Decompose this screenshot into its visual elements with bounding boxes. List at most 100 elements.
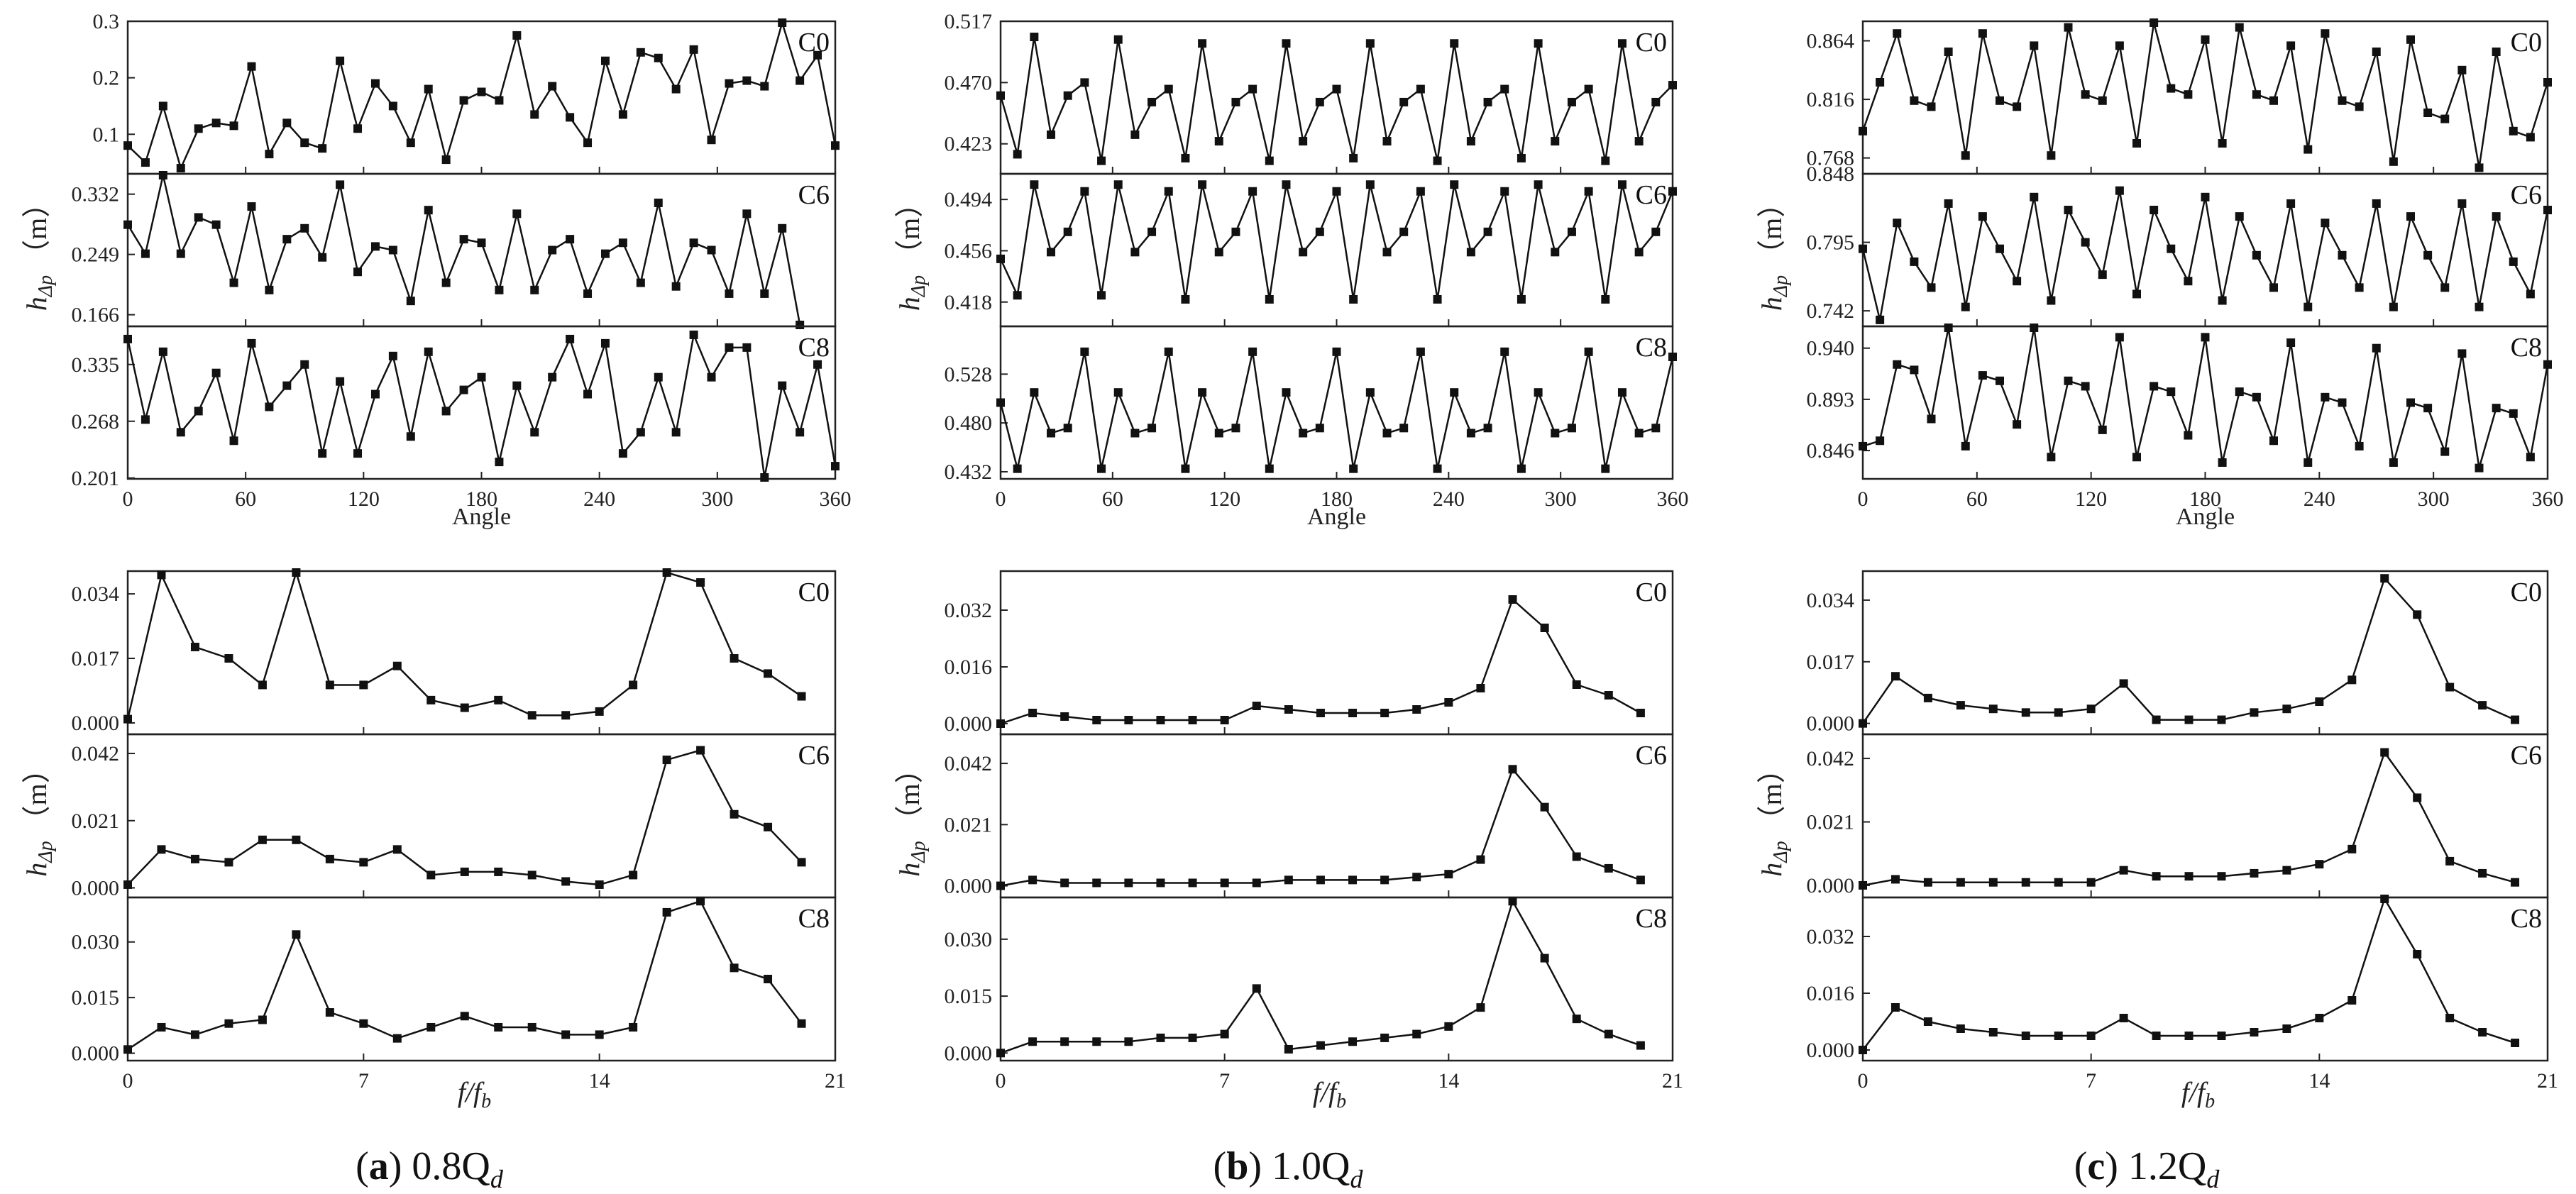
data-point bbox=[2389, 302, 2398, 311]
panel-c8: 0.846 0.893 0.940 C8 bbox=[1807, 324, 2552, 480]
x-tick-label: 0 bbox=[1858, 1069, 1868, 1093]
data-point bbox=[211, 118, 221, 128]
data-point bbox=[548, 245, 557, 255]
data-point bbox=[1996, 96, 2004, 105]
data-point bbox=[2013, 277, 2022, 286]
data-point bbox=[2286, 41, 2296, 50]
data-point bbox=[1231, 97, 1240, 106]
x-tick-label: 0 bbox=[1858, 487, 1868, 511]
data-point bbox=[2047, 151, 2056, 160]
data-point bbox=[689, 238, 698, 248]
data-point bbox=[730, 963, 739, 973]
data-point bbox=[742, 209, 752, 219]
data-point bbox=[1651, 97, 1661, 106]
data-point bbox=[141, 249, 150, 258]
data-point bbox=[548, 372, 557, 382]
data-point bbox=[2152, 715, 2161, 724]
data-point bbox=[1988, 704, 1998, 714]
data-point bbox=[595, 1030, 604, 1039]
panel-frame bbox=[126, 172, 837, 328]
data-point bbox=[2286, 338, 2296, 348]
data-point bbox=[2217, 872, 2226, 881]
data-point bbox=[292, 835, 301, 844]
data-point bbox=[2511, 715, 2520, 724]
data-point bbox=[460, 867, 469, 876]
data-point bbox=[1412, 705, 1421, 714]
data-point bbox=[2355, 102, 2364, 111]
data-point bbox=[2115, 41, 2124, 50]
data-point bbox=[258, 1015, 267, 1024]
data-point bbox=[2303, 145, 2313, 154]
data-point bbox=[2132, 289, 2141, 299]
data-point bbox=[2413, 793, 2422, 802]
data-point bbox=[282, 235, 292, 244]
data-point bbox=[224, 858, 233, 867]
data-point bbox=[282, 118, 292, 128]
data-point bbox=[1910, 365, 1919, 375]
data-point bbox=[512, 381, 522, 390]
data-point bbox=[1080, 347, 1089, 356]
data-point bbox=[512, 31, 522, 40]
data-point bbox=[1876, 315, 1885, 324]
data-point bbox=[1893, 29, 1902, 38]
series-line bbox=[1861, 190, 2549, 321]
data-point bbox=[2478, 868, 2487, 878]
panel-frame bbox=[1861, 896, 2549, 1062]
data-point bbox=[742, 343, 752, 352]
x-tick-label: 7 bbox=[2086, 1069, 2096, 1093]
data-point bbox=[2511, 1039, 2520, 1047]
panel-c0: 0.768 0.816 0.864 C0 bbox=[1807, 18, 2552, 175]
x-tick-label: 240 bbox=[583, 487, 615, 511]
data-point bbox=[1651, 424, 1661, 433]
data-point bbox=[2445, 856, 2455, 866]
data-point bbox=[1466, 248, 1475, 257]
data-point bbox=[1365, 180, 1375, 189]
data-point bbox=[1265, 294, 1274, 304]
series-line bbox=[1862, 750, 2516, 887]
data-point bbox=[2457, 199, 2467, 208]
data-point bbox=[1859, 719, 1867, 728]
y-tick-label: 0.2 bbox=[93, 67, 120, 90]
data-point bbox=[2282, 866, 2291, 875]
y-tick-label: 0.000 bbox=[945, 1041, 993, 1065]
data-point bbox=[2115, 186, 2124, 195]
y-tick-label: 0.042 bbox=[945, 752, 993, 775]
data-point bbox=[1348, 875, 1358, 885]
data-point bbox=[2372, 199, 2381, 208]
data-point bbox=[530, 110, 539, 119]
data-point bbox=[742, 76, 752, 85]
y-tick-label: 0.816 bbox=[1807, 88, 1855, 111]
data-point bbox=[406, 297, 415, 306]
y-tick-label: 0.015 bbox=[72, 986, 120, 1010]
data-point bbox=[2054, 708, 2063, 717]
data-point bbox=[494, 1022, 503, 1032]
data-point bbox=[2406, 35, 2415, 44]
y-tick-label: 0.000 bbox=[1807, 1039, 1855, 1062]
data-point bbox=[1147, 227, 1157, 236]
data-point bbox=[426, 1022, 436, 1032]
data-point bbox=[2478, 1028, 2487, 1037]
caption-c: (c) 1.2Qd bbox=[2074, 1144, 2220, 1194]
data-point bbox=[1282, 39, 1291, 48]
data-point bbox=[2269, 436, 2278, 446]
x-tick-label: 300 bbox=[701, 487, 733, 511]
data-point bbox=[629, 870, 638, 880]
data-point bbox=[1080, 78, 1089, 87]
data-point bbox=[1876, 78, 1885, 87]
data-point bbox=[2315, 1014, 2324, 1022]
data-point bbox=[2282, 704, 2291, 714]
data-point bbox=[2543, 360, 2552, 369]
data-point bbox=[1299, 137, 1308, 146]
data-point bbox=[1651, 227, 1661, 236]
data-point bbox=[1316, 1041, 1325, 1050]
data-point bbox=[224, 654, 233, 663]
data-point bbox=[325, 854, 334, 863]
data-point bbox=[1617, 388, 1626, 397]
data-point bbox=[2150, 206, 2159, 215]
y-tick-label: 0.021 bbox=[945, 813, 993, 836]
data-point bbox=[2440, 447, 2450, 456]
data-point bbox=[1584, 187, 1593, 196]
data-point bbox=[595, 707, 604, 716]
data-point bbox=[1349, 464, 1358, 473]
